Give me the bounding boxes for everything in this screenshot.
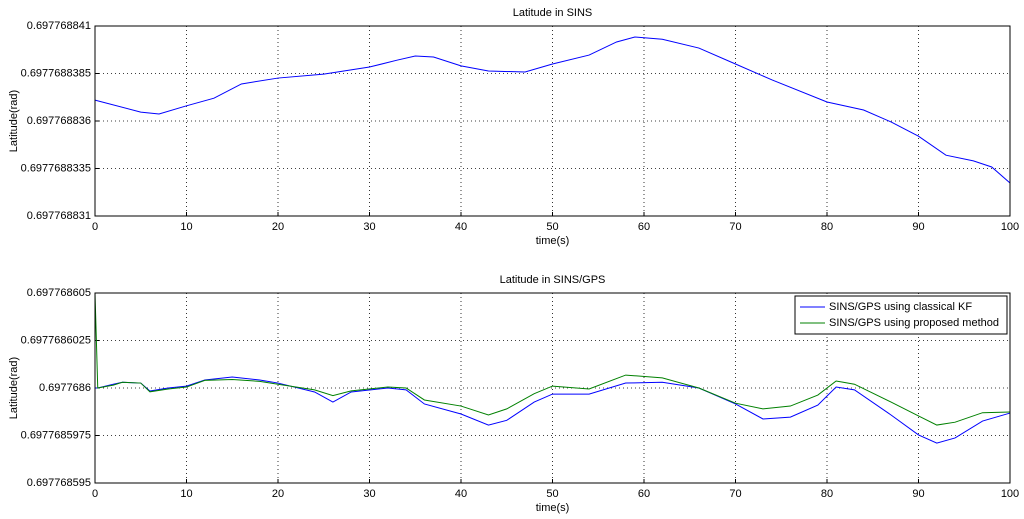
y-tick-label: 0.6977688385: [21, 67, 91, 79]
y-tick-label: 0.697768836: [27, 115, 91, 127]
axes-box: [94, 292, 1011, 484]
x-tick-label: 60: [638, 488, 650, 500]
y-tick-label: 0.697768841: [27, 20, 91, 32]
x-tick-label: 50: [546, 488, 558, 500]
y-tick-label: 0.6977686: [39, 382, 91, 394]
x-tick-label: 80: [821, 221, 833, 233]
x-axis-label: time(s): [536, 502, 570, 514]
y-tick-label: 0.6977686025: [21, 334, 91, 346]
x-tick-label: 30: [363, 221, 375, 233]
x-tick-label: 10: [180, 221, 192, 233]
x-tick-label: 10: [180, 488, 192, 500]
x-tick-label: 20: [272, 488, 284, 500]
x-tick-label: 40: [455, 488, 467, 500]
x-axis-label: time(s): [536, 235, 570, 247]
x-tick-label: 20: [272, 221, 284, 233]
x-tick-label: 60: [638, 221, 650, 233]
y-axis-label: Latitude(rad): [8, 90, 20, 152]
x-tick-label: 0: [92, 488, 98, 500]
x-tick-label: 50: [546, 221, 558, 233]
y-tick-label: 0.697768831: [27, 210, 91, 222]
chart-title: Latitude in SINS: [513, 7, 593, 19]
axes-box: [94, 25, 1011, 217]
x-tick-label: 40: [455, 221, 467, 233]
line-series: [94, 292, 1011, 426]
x-tick-label: 100: [1001, 488, 1019, 500]
line-series: [95, 376, 1011, 444]
x-tick-label: 100: [1001, 221, 1019, 233]
chart-title: Latitude in SINS/GPS: [500, 274, 606, 286]
x-tick-label: 30: [363, 488, 375, 500]
x-tick-label: 80: [821, 488, 833, 500]
x-tick-label: 70: [729, 221, 741, 233]
x-tick-label: 0: [92, 221, 98, 233]
y-tick-label: 0.6977685975: [21, 429, 91, 441]
y-axis-label: Latitude(rad): [8, 357, 20, 419]
line-series: [94, 36, 1011, 184]
y-tick-label: 0.697768595: [27, 477, 91, 489]
legend-label: SINS/GPS using classical KF: [829, 301, 972, 313]
x-tick-label: 70: [729, 488, 741, 500]
y-tick-label: 0.6977688335: [21, 162, 91, 174]
y-tick-label: 0.697768605: [27, 287, 91, 299]
x-tick-label: 90: [912, 488, 924, 500]
x-tick-label: 90: [912, 221, 924, 233]
legend-label: SINS/GPS using proposed method: [829, 317, 999, 329]
legend-box: [794, 295, 1008, 335]
